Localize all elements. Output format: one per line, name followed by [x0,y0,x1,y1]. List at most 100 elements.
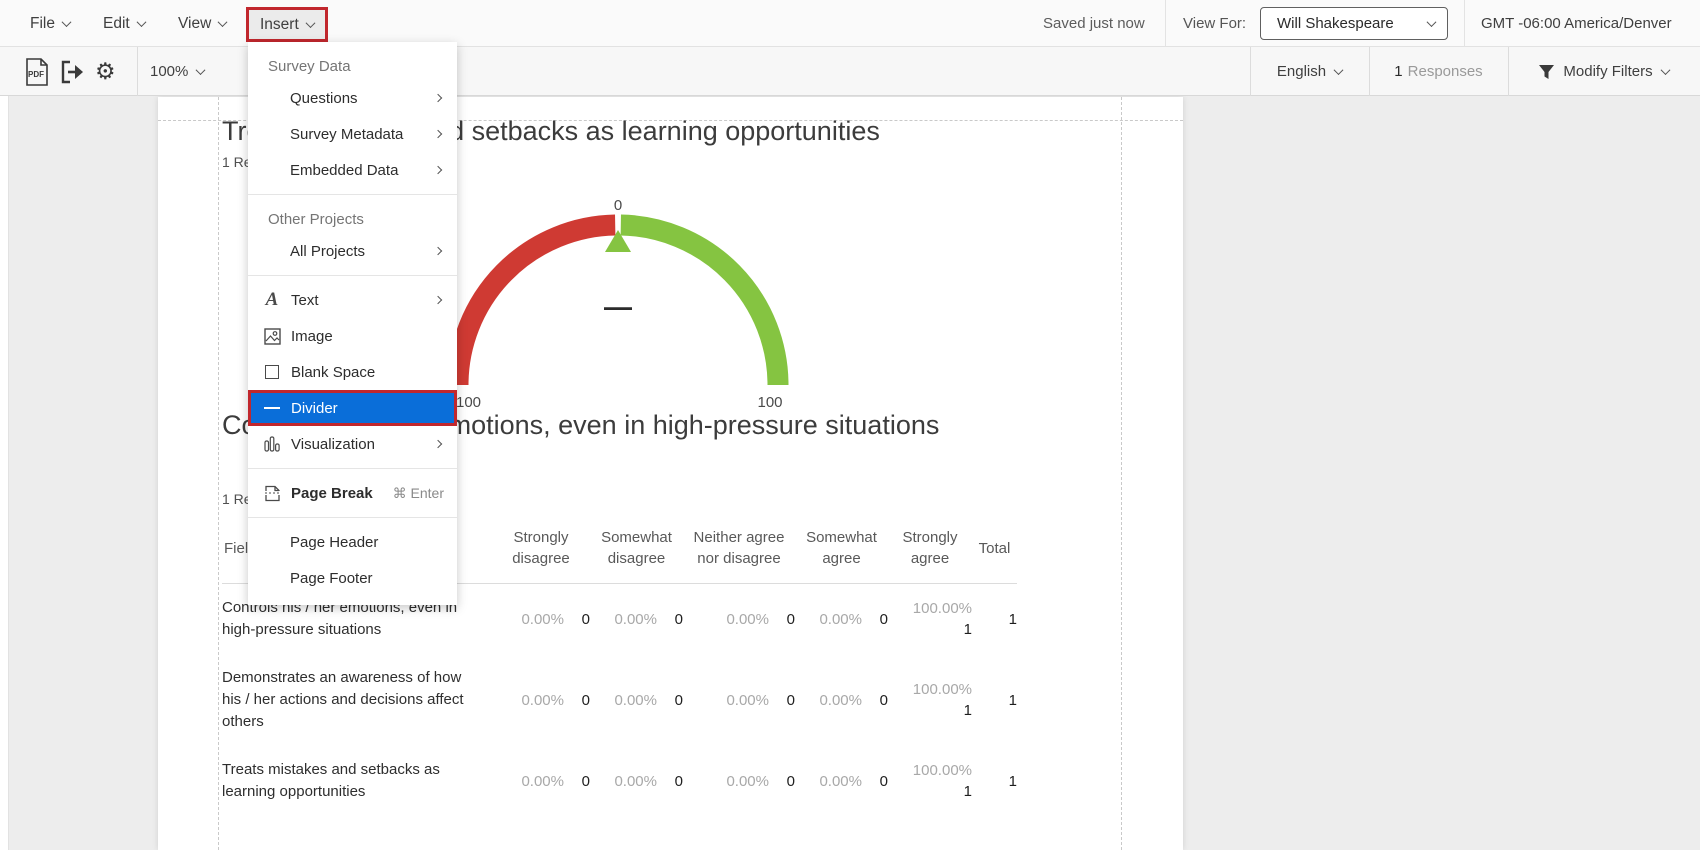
gauge-tick-mid: 0 [614,197,622,214]
table-cell: 0.00% 0 [590,746,683,816]
visualization-icon [262,436,282,452]
cell-count: 0 [786,610,795,628]
cell-count: 1 [963,621,972,638]
gear-icon: ⚙ [95,58,116,84]
menu-item-visualization[interactable]: Visualization [248,426,457,462]
menu-item-all-projects[interactable]: All Projects [248,233,457,269]
timezone-label: GMT -06:00 America/Denver [1481,15,1672,32]
table-cell: 0.00% 0 [683,746,795,816]
divider [1369,47,1370,96]
table-header-total: Total [972,517,1017,584]
divider [1165,0,1166,47]
gauge-arcs: 0 -100 100 [447,197,789,411]
menu-item-questions[interactable]: Questions [248,80,457,116]
menu-file[interactable]: File [30,0,72,47]
text-icon: A [265,289,279,310]
divider [137,47,138,96]
chevron-right-icon [433,295,443,305]
menu-item-blank-space[interactable]: Blank Space [248,354,457,390]
cell-count: 0 [879,610,888,628]
menu-file-label: File [30,14,55,32]
cell-count: 0 [786,691,795,709]
blank-space-icon [262,365,282,379]
menu-item-label: Blank Space [291,363,376,381]
results-table[interactable]: Field Strongly disagree Somewhat disagre… [222,517,1017,816]
table-row-label: Treats mistakes and setbacks as learning… [222,761,440,800]
chevron-right-icon [433,165,443,175]
divider [1508,47,1509,96]
zoom-select[interactable]: 100% [150,47,206,96]
menu-section-other-projects: Other Projects [268,211,364,228]
view-for-label: View For: [1183,15,1247,32]
menu-item-survey-metadata[interactable]: Survey Metadata [248,116,457,152]
menu-item-embedded-data[interactable]: Embedded Data [248,152,457,188]
table-header-neither: Neither agree nor disagree [683,517,795,584]
cell-percent: 0.00% [726,691,769,709]
menu-item-label: Embedded Data [290,161,399,179]
table-cell: 0.00% 0 [492,584,590,654]
menu-item-label: Questions [290,89,358,107]
cell-count: 0 [879,691,888,709]
table-cell: 100.00% 1 [888,584,972,654]
cell-count: 0 [581,691,590,709]
svg-text:PDF: PDF [28,70,44,79]
cell-percent: 0.00% [614,772,657,790]
export-pdf-button[interactable]: PDF [25,47,49,96]
gauge-center-value: — [604,291,632,322]
gauge-positive-arc [620,214,789,386]
table-cell-total: 1 [1008,772,1017,790]
filter-funnel-icon [1539,64,1555,79]
menu-item-label: Divider [291,399,338,417]
zoom-value: 100% [150,63,189,80]
page-break-icon [262,485,282,502]
keyboard-shortcut: ⌘ Enter [392,484,444,501]
divider-icon [262,407,282,409]
chevron-down-icon [1426,17,1437,28]
menu-item-page-header[interactable]: Page Header [248,524,457,560]
cell-percent: 0.00% [521,610,564,628]
table-cell-total: 1 [1008,691,1017,709]
gauge-chart[interactable]: 0 -100 100 — [438,180,798,411]
settings-button[interactable]: ⚙ [95,47,116,96]
cell-count: 1 [963,783,972,800]
menu-item-page-break[interactable]: Page Break ⌘ Enter [248,475,457,511]
menu-view[interactable]: View [178,0,228,47]
chevron-down-icon [195,65,206,76]
menu-item-label: Page Break [291,484,373,502]
cell-count: 1 [963,702,972,719]
table-header-somewhat-agree: Somewhat agree [795,517,888,584]
menu-item-label: Image [291,327,333,345]
menu-edit[interactable]: Edit [103,0,147,47]
language-select[interactable]: English [1250,47,1369,96]
menu-item-label: Visualization [291,435,375,453]
chevron-down-icon [1660,65,1671,76]
cell-count: 0 [581,772,590,790]
menu-item-image[interactable]: Image [248,318,457,354]
gauge-needle [605,230,631,252]
table-cell: 100.00% 1 [888,654,972,746]
export-icon [61,60,83,83]
language-value: English [1276,63,1327,80]
table-header-somewhat-disagree: Somewhat disagree [590,517,683,584]
cell-count: 0 [674,772,683,790]
pdf-icon: PDF [26,57,48,86]
menu-item-label: Page Header [290,533,379,551]
chevron-right-icon [433,246,443,256]
saved-status: Saved just now [1043,15,1145,32]
export-button[interactable] [60,47,86,96]
modify-filters-button[interactable]: Modify Filters [1508,47,1700,96]
responses-count: 1 [1394,63,1403,80]
chevron-down-icon [136,17,147,28]
menu-edit-label: Edit [103,14,130,32]
table-cell: 0.00% 0 [492,654,590,746]
menu-insert-highlighted[interactable]: Insert [246,7,328,42]
menu-item-divider-selected[interactable]: Divider [248,390,457,426]
divider [248,194,457,195]
cell-percent: 100.00% [912,762,972,779]
divider [1250,47,1251,96]
menu-item-page-footer[interactable]: Page Footer [248,560,457,596]
cell-count: 0 [674,691,683,709]
table-cell: 0.00% 0 [590,654,683,746]
view-for-select[interactable]: Will Shakespeare [1260,7,1448,40]
menu-item-text[interactable]: A Text [248,282,457,318]
